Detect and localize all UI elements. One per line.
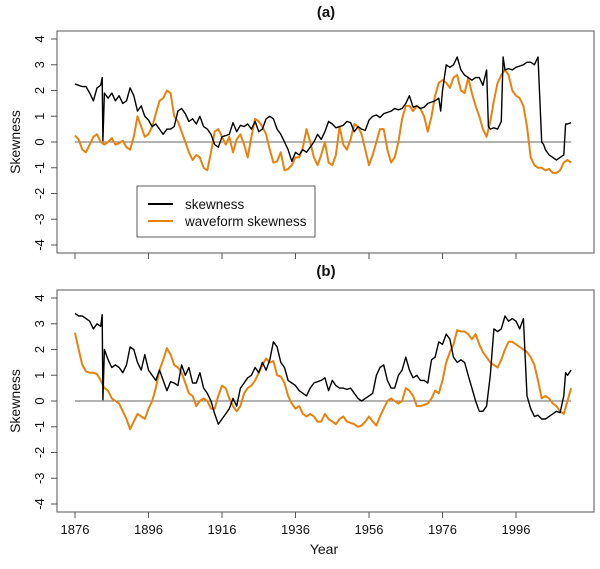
y-tick-label: -3	[32, 213, 47, 225]
x-tick-label: 1956	[355, 522, 384, 537]
x-tick-label: 1916	[208, 522, 237, 537]
series-line-waveform-skewness	[74, 329, 573, 431]
y-tick-label: 2	[32, 87, 47, 94]
y-tick-label: -4	[32, 239, 47, 251]
x-axis-label: Year	[310, 541, 339, 557]
y-tick-label: 3	[32, 320, 47, 327]
x-tick-label: 1976	[428, 522, 457, 537]
x-tick-label: 1936	[281, 522, 310, 537]
panel-a: (a) Skewness 4 3 2 1 0 -1 -2 -3 -4 skewness wave…	[7, 4, 595, 259]
panel-b-y-axis-label: Skewness	[7, 369, 23, 433]
y-tick-label: -3	[32, 472, 47, 484]
y-tick-label: -1	[32, 421, 47, 433]
y-tick-label: 0	[32, 397, 47, 404]
panel-b-title: (b)	[316, 263, 335, 280]
panel-b-y-ticks: 4 3 2 1 0 -1 -2 -3 -4	[32, 294, 57, 510]
panel-b-x-ticks: 1876 1896 1916 1936 1956 1976 1996	[61, 512, 531, 537]
legend: skewness waveform skewness	[136, 185, 316, 238]
y-tick-label: 1	[32, 113, 47, 120]
series-line-skewness	[74, 56, 572, 163]
y-tick-label: -1	[32, 162, 47, 174]
y-tick-label: 1	[32, 372, 47, 379]
y-tick-label: 0	[32, 138, 47, 145]
series-line-waveform-skewness	[74, 68, 572, 174]
panel-a-x-ticks	[74, 253, 517, 259]
x-tick-label: 1996	[502, 522, 531, 537]
legend-label-waveform-skewness: waveform skewness	[184, 214, 307, 229]
y-tick-label: -2	[32, 188, 47, 200]
x-tick-label: 1876	[61, 522, 90, 537]
panel-a-y-ticks: 4 3 2 1 0 -1 -2 -3 -4	[32, 35, 57, 251]
panel-a-series	[74, 56, 572, 174]
y-tick-label: -4	[32, 498, 47, 510]
series-line-skewness	[74, 312, 572, 425]
y-tick-label: 4	[32, 294, 47, 301]
y-tick-label: 2	[32, 346, 47, 353]
y-tick-label: -2	[32, 447, 47, 459]
panel-a-y-axis-label: Skewness	[7, 110, 23, 174]
legend-box	[136, 185, 316, 238]
y-tick-label: 4	[32, 35, 47, 42]
x-tick-label: 1896	[134, 522, 163, 537]
legend-label-skewness: skewness	[185, 197, 245, 212]
panel-a-title: (a)	[317, 4, 335, 21]
panel-b-series	[74, 312, 573, 431]
y-tick-label: 3	[32, 61, 47, 68]
